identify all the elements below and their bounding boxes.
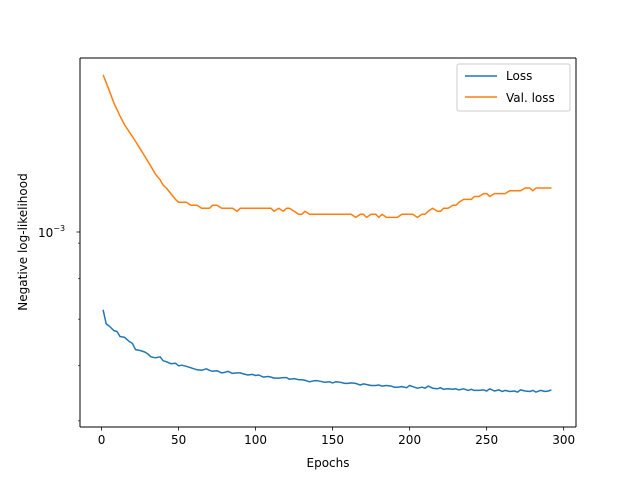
x-axis-ticks: 0 50 100 150 200 250 300 — [98, 427, 575, 447]
series-line-val-loss — [102, 74, 552, 219]
series-layer — [102, 74, 552, 393]
legend: Loss Val. loss — [456, 63, 571, 112]
y-axis-ticks: 10−3 — [38, 224, 80, 422]
x-tick-label: 200 — [398, 433, 421, 447]
x-tick-label: 50 — [171, 433, 186, 447]
y-tick-label: 10−3 — [38, 224, 65, 240]
legend-val-loss-label: Val. loss — [506, 91, 555, 105]
x-tick-label: 250 — [475, 433, 498, 447]
x-tick-label: 0 — [98, 433, 106, 447]
x-axis-label: Epochs — [307, 456, 350, 470]
x-tick-label: 100 — [244, 433, 267, 447]
legend-loss-label: Loss — [506, 69, 532, 83]
x-tick-label: 150 — [321, 433, 344, 447]
x-tick-label: 300 — [552, 433, 575, 447]
y-axis-label: Negative log-likelihood — [16, 173, 30, 310]
series-line-loss — [102, 309, 552, 393]
plot-area — [80, 58, 576, 427]
